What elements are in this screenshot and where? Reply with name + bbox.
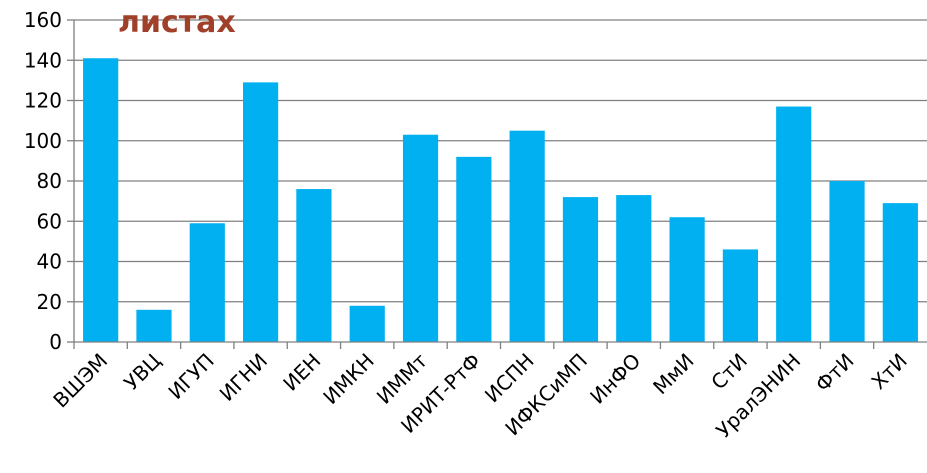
chart-title: листах — [118, 5, 236, 40]
x-tick-label: ВШЭМ — [48, 349, 112, 413]
y-tick-label: 80 — [37, 169, 62, 193]
bar-7 — [402, 134, 439, 342]
bar-3 — [189, 223, 225, 342]
x-tick-label: ФтИ — [811, 349, 859, 397]
y-tick-label: 0 — [49, 330, 62, 354]
x-tick-label: ИМКН — [318, 349, 378, 409]
bar-2 — [136, 309, 172, 342]
x-tick-label: ХтИ — [866, 349, 911, 394]
y-tick-label: 140 — [24, 48, 62, 72]
bar-4 — [243, 82, 279, 342]
x-tick-label: ИЕН — [278, 349, 325, 396]
x-tick-label: УВЦ — [119, 349, 165, 395]
y-tick-label: 40 — [37, 250, 62, 274]
bar-8 — [456, 156, 492, 342]
x-tick-label: ИГНИ — [215, 349, 272, 406]
x-tick-label: СтИ — [706, 349, 752, 395]
y-tick-label: 160 — [24, 8, 62, 32]
bar-13 — [722, 249, 758, 342]
y-tick-label: 60 — [37, 209, 62, 233]
x-tick-label: МмИ — [648, 349, 698, 399]
x-tick-label: ИГУП — [163, 349, 218, 404]
bars — [83, 58, 918, 343]
y-tick-label: 120 — [24, 89, 62, 113]
bar-6 — [349, 305, 385, 342]
bar-14 — [776, 106, 812, 342]
y-tick-label: 20 — [37, 290, 62, 314]
axes — [67, 19, 927, 349]
y-tick-label: 100 — [24, 129, 62, 153]
bar-1 — [83, 58, 119, 343]
bar-16 — [882, 203, 918, 342]
y-tick-labels: 0 20 40 60 80 100 120 140 160 — [24, 8, 62, 354]
x-tick-label: ИнФО — [585, 349, 645, 409]
bar-11 — [616, 195, 652, 342]
bar-15 — [829, 181, 865, 342]
bar-9 — [509, 130, 545, 342]
bar-5 — [296, 189, 332, 342]
bar-12 — [669, 217, 705, 342]
bar-10 — [562, 197, 599, 342]
